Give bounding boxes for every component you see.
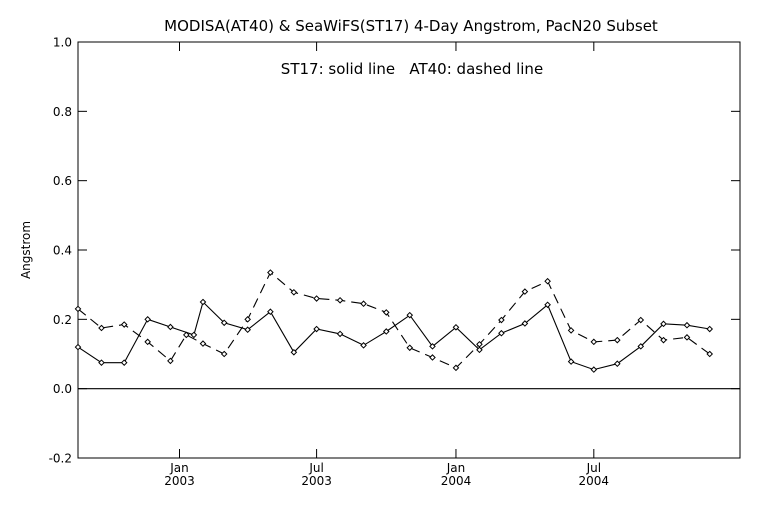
- data-point-at40: [706, 350, 714, 358]
- data-point-at40: [74, 305, 82, 313]
- data-point-st17: [336, 330, 344, 338]
- x-tick-label-year: 2004: [441, 474, 472, 488]
- y-tick-label: 0.0: [53, 382, 72, 396]
- x-tick-label-month: Jan: [446, 461, 466, 475]
- data-point-at40: [660, 336, 667, 344]
- data-point-st17: [429, 343, 436, 350]
- y-axis-label: Angstrom: [19, 221, 33, 279]
- y-tick-label: -0.2: [49, 452, 72, 466]
- plot-frame: [77, 41, 741, 459]
- x-tick-label-year: 2003: [301, 474, 332, 488]
- data-point-st17: [98, 359, 105, 366]
- data-point-at40: [183, 331, 190, 339]
- data-point-at40: [382, 309, 390, 316]
- data-point-at40: [120, 321, 128, 328]
- data-point-st17: [190, 331, 198, 339]
- data-point-st17: [637, 343, 645, 350]
- series-annotation: ST17: solid line AT40: dashed line: [281, 60, 543, 78]
- data-point-at40: [290, 288, 298, 296]
- data-point-st17: [660, 320, 667, 328]
- x-tick-label-month: Jul: [308, 461, 323, 475]
- data-point-at40: [267, 269, 274, 276]
- data-point-st17: [167, 323, 174, 331]
- data-point-st17: [476, 346, 483, 354]
- data-point-at40: [637, 316, 645, 324]
- data-point-at40: [244, 316, 251, 323]
- x-tick-label-month: Jul: [586, 461, 601, 475]
- data-point-st17: [683, 321, 691, 329]
- data-point-st17: [267, 308, 274, 316]
- data-point-st17: [313, 325, 320, 333]
- data-point-st17: [360, 342, 367, 349]
- data-point-at40: [498, 316, 505, 324]
- data-point-at40: [452, 364, 460, 372]
- data-point-st17: [144, 316, 151, 323]
- data-point-at40: [144, 338, 151, 346]
- data-point-at40: [567, 327, 575, 334]
- data-point-at40: [590, 338, 598, 346]
- data-point-at40: [544, 277, 551, 285]
- data-point-st17: [521, 320, 529, 327]
- data-point-st17: [452, 323, 460, 331]
- data-point-st17: [220, 319, 228, 327]
- data-point-at40: [313, 295, 320, 302]
- data-point-at40: [521, 288, 529, 295]
- data-point-at40: [613, 336, 621, 344]
- data-point-at40: [406, 344, 414, 352]
- data-point-st17: [544, 301, 551, 309]
- series-line-at40: [77, 271, 711, 369]
- y-tick-label: 0.4: [53, 244, 72, 258]
- data-point-st17: [706, 325, 714, 333]
- data-point-st17: [613, 360, 621, 368]
- x-tick-label-year: 2003: [164, 474, 195, 488]
- data-point-at40: [220, 350, 228, 358]
- series-line-st17: [77, 300, 710, 371]
- x-tick-label-month: Jan: [169, 461, 189, 475]
- data-point-st17: [290, 348, 298, 356]
- data-point-at40: [336, 296, 344, 304]
- data-point-at40: [167, 357, 174, 365]
- series-group: [74, 269, 714, 373]
- chart-title: MODISA(AT40) & SeaWiFS(ST17) 4-Day Angst…: [164, 17, 658, 35]
- data-point-st17: [199, 298, 207, 306]
- data-point-at40: [199, 340, 207, 347]
- data-point-st17: [244, 326, 251, 334]
- y-tick-label: 0.8: [53, 105, 72, 119]
- data-point-at40: [98, 324, 105, 332]
- data-point-st17: [590, 366, 598, 373]
- data-point-at40: [683, 334, 691, 341]
- data-point-st17: [567, 358, 575, 365]
- data-point-at40: [476, 340, 483, 348]
- axes-group: -0.20.00.20.40.60.81.0Jan2003Jul2003Jan2…: [49, 36, 740, 488]
- data-point-at40: [360, 300, 367, 308]
- data-point-st17: [382, 328, 390, 335]
- data-point-st17: [498, 329, 505, 337]
- data-point-st17: [406, 311, 414, 319]
- data-point-st17: [74, 343, 82, 351]
- data-point-st17: [120, 359, 128, 366]
- y-tick-label: 0.2: [53, 313, 72, 327]
- y-tick-label: 1.0: [53, 36, 72, 50]
- data-point-at40: [429, 354, 436, 361]
- y-tick-label: 0.6: [53, 174, 72, 188]
- x-tick-label-year: 2004: [579, 474, 610, 488]
